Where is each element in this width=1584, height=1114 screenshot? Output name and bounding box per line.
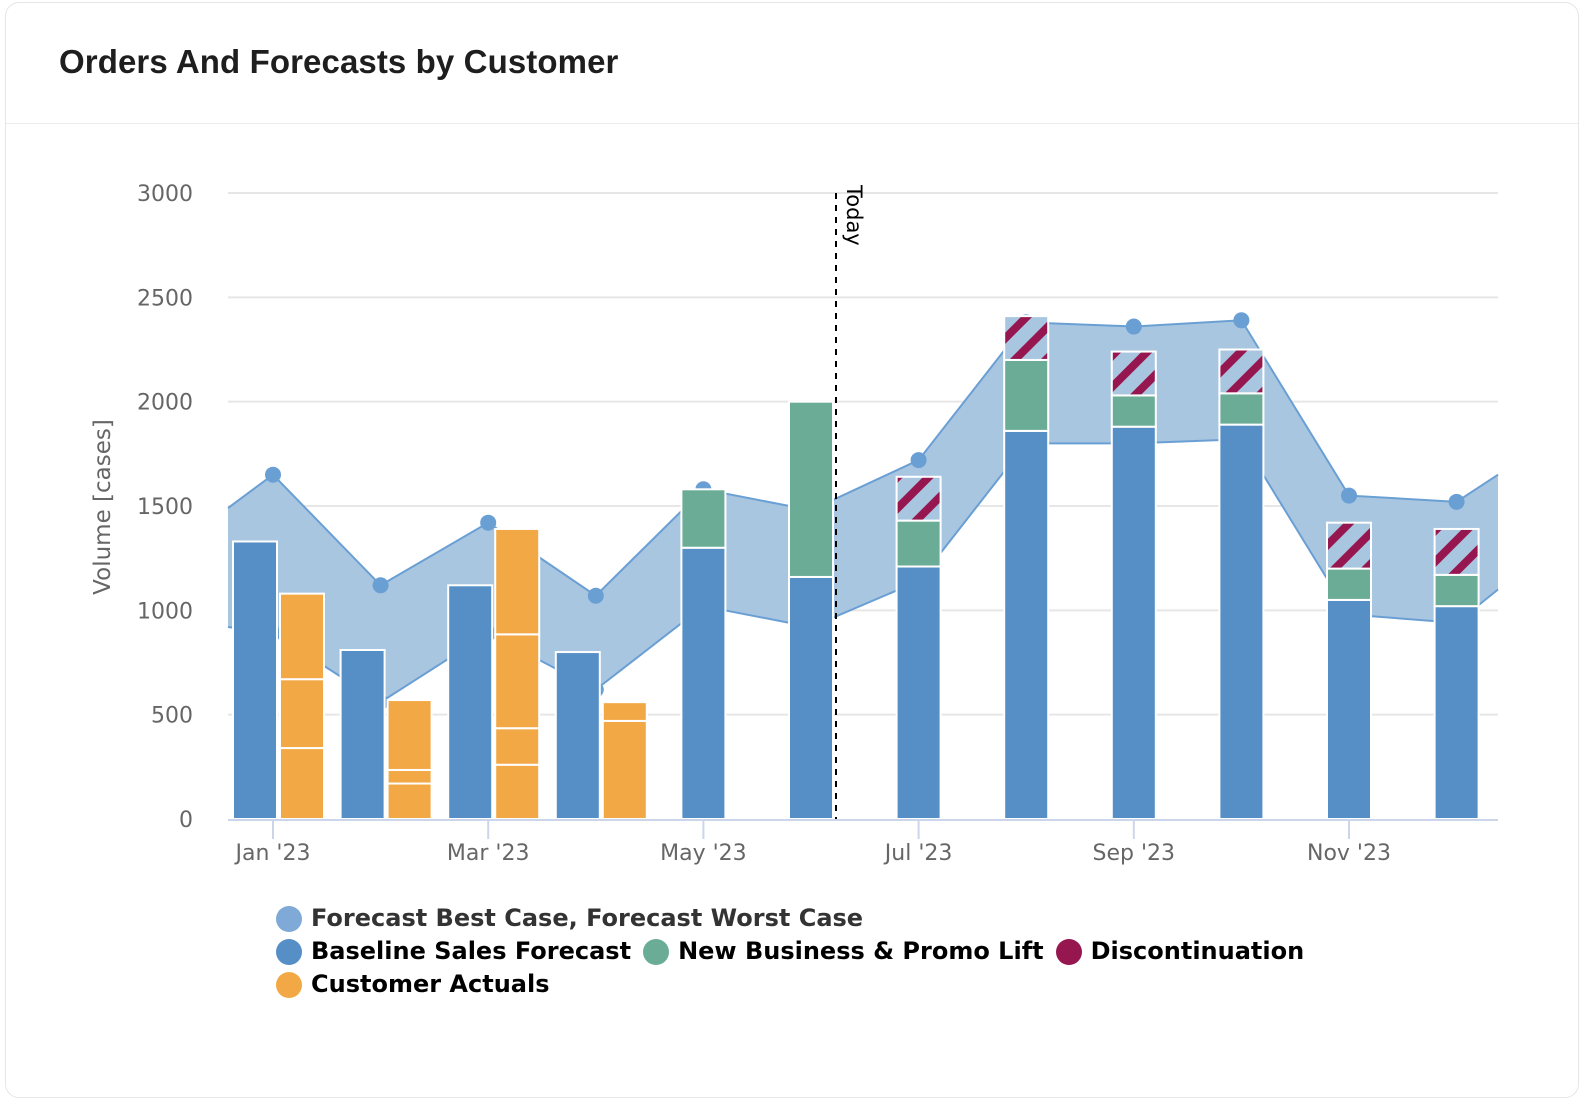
bar-baseline-forecast[interactable] bbox=[554, 651, 601, 820]
bar-baseline-forecast[interactable] bbox=[788, 575, 834, 820]
y-tick-label: 500 bbox=[151, 704, 193, 729]
bar-customer-actuals[interactable] bbox=[386, 782, 433, 821]
best-case-point[interactable] bbox=[587, 587, 604, 604]
bar-discontinuation[interactable] bbox=[1433, 527, 1480, 576]
legend-label: Customer Actuals bbox=[311, 970, 550, 998]
bar-new-business[interactable] bbox=[1003, 358, 1050, 432]
legend-dot-icon bbox=[276, 971, 302, 998]
legend-item-discontinuation[interactable]: Discontinuation bbox=[1055, 935, 1305, 968]
axes: 0 500 1000 1500 2000 2500 3000 Jan '23 Mar '23 Ma… bbox=[137, 182, 1498, 866]
bar-new-business[interactable] bbox=[1218, 392, 1265, 426]
bar-customer-actuals[interactable] bbox=[279, 592, 325, 681]
bar-customer-actuals[interactable] bbox=[386, 699, 433, 771]
today-marker: Today bbox=[835, 184, 866, 819]
best-case-point[interactable] bbox=[1125, 318, 1142, 335]
bar-discontinuation[interactable] bbox=[895, 475, 942, 522]
legend-item-actuals[interactable]: Customer Actuals bbox=[276, 968, 550, 1001]
x-tick-label: Sep '23 bbox=[1093, 841, 1176, 866]
y-tick-label: 1500 bbox=[137, 495, 193, 520]
page-title: Orders And Forecasts by Customer bbox=[59, 43, 619, 80]
best-case-point[interactable] bbox=[265, 466, 281, 483]
card-header: Orders And Forecasts by Customer bbox=[6, 3, 1578, 124]
today-label: Today bbox=[842, 184, 866, 246]
legend-label: Discontinuation bbox=[1090, 937, 1305, 965]
legend-label: New Business & Promo Lift bbox=[678, 937, 1044, 965]
x-tick-label: Jan '23 bbox=[234, 841, 311, 866]
bar-new-business[interactable] bbox=[1110, 394, 1157, 428]
best-case-point[interactable] bbox=[910, 452, 927, 469]
bar-customer-actuals[interactable] bbox=[494, 633, 541, 730]
legend-dot-icon bbox=[1055, 938, 1082, 965]
forecast-band bbox=[227, 312, 1499, 711]
bar-customer-actuals[interactable] bbox=[494, 763, 541, 820]
bar-new-business[interactable] bbox=[788, 400, 834, 578]
bar-customer-actuals[interactable] bbox=[601, 719, 648, 821]
best-case-point[interactable] bbox=[1233, 312, 1250, 329]
bar-customer-actuals[interactable] bbox=[601, 701, 648, 722]
bar-baseline-forecast[interactable] bbox=[447, 584, 494, 820]
bar-new-business[interactable] bbox=[1433, 573, 1480, 608]
x-tick-label: Nov '23 bbox=[1307, 841, 1391, 866]
bar-discontinuation[interactable] bbox=[1003, 315, 1050, 361]
bar-baseline-forecast[interactable] bbox=[1326, 598, 1372, 821]
best-case-point[interactable] bbox=[1341, 487, 1357, 504]
y-tick-label: 0 bbox=[179, 808, 193, 833]
best-case-point[interactable] bbox=[372, 577, 389, 594]
x-tick-label: Jul '23 bbox=[883, 841, 953, 866]
bar-baseline-forecast[interactable] bbox=[1110, 425, 1157, 820]
bar-baseline-forecast[interactable] bbox=[680, 546, 727, 820]
x-tick-label: May '23 bbox=[660, 841, 747, 866]
bar-customer-actuals[interactable] bbox=[494, 727, 541, 766]
legend-dot-icon bbox=[276, 905, 302, 932]
bar-discontinuation[interactable] bbox=[1110, 350, 1157, 397]
bar-new-business[interactable] bbox=[680, 488, 727, 549]
legend-dot-icon bbox=[643, 938, 670, 965]
best-case-line bbox=[227, 319, 1499, 598]
legend-item-new-business[interactable]: New Business & Promo Lift bbox=[643, 935, 1044, 968]
legend-item-baseline[interactable]: Baseline Sales Forecast bbox=[276, 935, 631, 968]
bar-baseline-forecast[interactable] bbox=[895, 565, 942, 820]
bar-baseline-forecast[interactable] bbox=[339, 648, 386, 820]
best-case-point[interactable] bbox=[480, 514, 497, 531]
legend: Forecast Best Case, Forecast Worst Case … bbox=[276, 902, 1376, 1001]
band-area bbox=[228, 320, 1498, 703]
bar-baseline-forecast[interactable] bbox=[1218, 423, 1265, 820]
bar-new-business[interactable] bbox=[895, 519, 942, 568]
legend-label: Baseline Sales Forecast bbox=[311, 937, 632, 965]
y-tick-label: 2000 bbox=[137, 391, 193, 416]
bar-new-business[interactable] bbox=[1326, 567, 1372, 601]
bar-customer-actuals[interactable] bbox=[279, 747, 325, 821]
y-tick-label: 1000 bbox=[137, 599, 193, 624]
bar-discontinuation[interactable] bbox=[1218, 348, 1265, 395]
best-case-point[interactable] bbox=[1448, 493, 1465, 510]
bar-baseline-forecast[interactable] bbox=[1433, 605, 1480, 820]
x-tick-label: Mar '23 bbox=[447, 841, 530, 866]
bar-customer-actuals[interactable] bbox=[494, 527, 541, 636]
bars bbox=[232, 315, 1480, 821]
y-axis-title: Volume [cases] bbox=[90, 419, 116, 595]
y-tick-label: 3000 bbox=[137, 182, 193, 207]
bar-customer-actuals[interactable] bbox=[279, 678, 325, 750]
bar-discontinuation[interactable] bbox=[1326, 521, 1372, 570]
legend-item-forecast-range[interactable]: Forecast Best Case, Forecast Worst Case bbox=[276, 902, 863, 935]
bar-customer-actuals[interactable] bbox=[386, 768, 433, 785]
y-tick-label: 2500 bbox=[137, 286, 193, 311]
legend-dot-icon bbox=[276, 938, 302, 965]
legend-label: Forecast Best Case, Forecast Worst Case bbox=[311, 904, 864, 932]
bar-baseline-forecast[interactable] bbox=[232, 540, 278, 820]
bar-baseline-forecast[interactable] bbox=[1003, 429, 1050, 820]
